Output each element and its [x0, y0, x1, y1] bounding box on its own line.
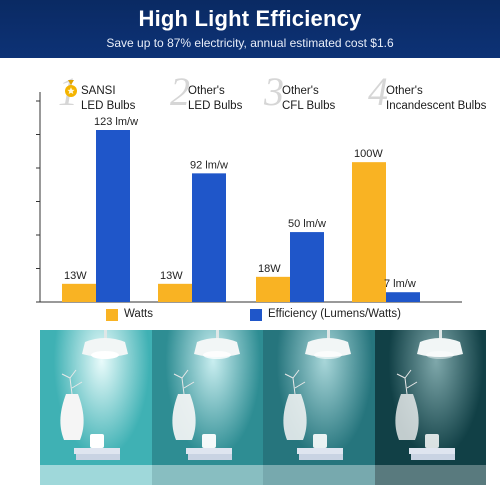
room-scene	[151, 330, 263, 485]
medal-icon	[65, 80, 77, 97]
brand-line-1: SANSI	[81, 85, 116, 97]
header-banner: High Light Efficiency Save up to 87% ele…	[0, 0, 500, 58]
lighting-comparison-photos	[40, 330, 486, 485]
legend-label-efficiency: Efficiency (Lumens/Watts)	[268, 308, 401, 320]
brand-line-1: Other's	[282, 85, 319, 97]
page-title: High Light Efficiency	[138, 6, 362, 31]
data-label-watts-2: 13W	[160, 270, 183, 282]
pendant-lamp-icon	[305, 330, 351, 359]
bar-efficiency-4	[386, 292, 420, 302]
bar-efficiency-3	[290, 232, 324, 302]
brand-line-1: Other's	[188, 85, 225, 97]
vase-with-branches-icon	[171, 369, 196, 440]
vase-with-branches-icon	[283, 369, 307, 440]
brand-line-2: CFL Bulbs	[282, 100, 336, 112]
photo-panel-other-led	[151, 330, 263, 485]
bar-watts-1	[62, 283, 96, 302]
pendant-lamp-icon	[193, 330, 240, 359]
bar-watts-2	[158, 283, 192, 302]
room-scene	[263, 330, 375, 485]
bar-watts-4	[352, 162, 386, 302]
data-label-watts-4: 100W	[354, 148, 383, 160]
bar-efficiency-1	[96, 130, 130, 302]
data-label-efficiency-3: 50 lm/w	[288, 218, 326, 230]
cup-and-books-icon	[408, 434, 455, 460]
photo-panel-sansi-led	[40, 330, 152, 485]
efficiency-bar-chart: 13W 123 lm/w 13W 92 lm/w 18W 50 lm/w 100W 7 lm/…	[36, 92, 462, 303]
brand-line-2: Incandescent Bulbs	[386, 100, 487, 112]
brand-line-2: LED Bulbs	[81, 100, 136, 112]
vase-with-branches-icon	[394, 369, 419, 440]
legend-label-watts: Watts	[124, 308, 153, 320]
cup-and-books-icon	[185, 434, 232, 460]
room-scene	[374, 330, 486, 485]
vase-with-branches-icon	[60, 369, 84, 440]
room-scene	[40, 330, 152, 485]
page-subtitle: Save up to 87% electricity, annual estim…	[106, 36, 394, 50]
legend-swatch-watts	[106, 309, 118, 321]
cup-and-books-icon	[74, 434, 120, 460]
data-label-watts-1: 13W	[64, 270, 87, 282]
pendant-lamp-icon	[82, 330, 128, 359]
data-label-efficiency-2: 92 lm/w	[190, 159, 228, 171]
rank-number: 2	[170, 69, 190, 114]
bar-efficiency-2	[192, 173, 226, 302]
rank-number: 4	[368, 69, 388, 114]
pendant-lamp-icon	[416, 330, 463, 359]
rank-number: 3	[264, 69, 284, 114]
brand-line-2: LED Bulbs	[188, 100, 243, 112]
photo-panel-cfl	[263, 330, 375, 485]
data-label-efficiency-1: 123 lm/w	[94, 116, 138, 128]
brand-line-1: Other's	[386, 85, 423, 97]
cup-and-books-icon	[297, 434, 343, 460]
data-label-watts-3: 18W	[258, 263, 281, 275]
bar-watts-3	[256, 276, 290, 302]
photo-panel-incandescent	[374, 330, 486, 485]
legend-swatch-efficiency	[250, 309, 262, 321]
data-label-efficiency-4: 7 lm/w	[384, 278, 416, 290]
